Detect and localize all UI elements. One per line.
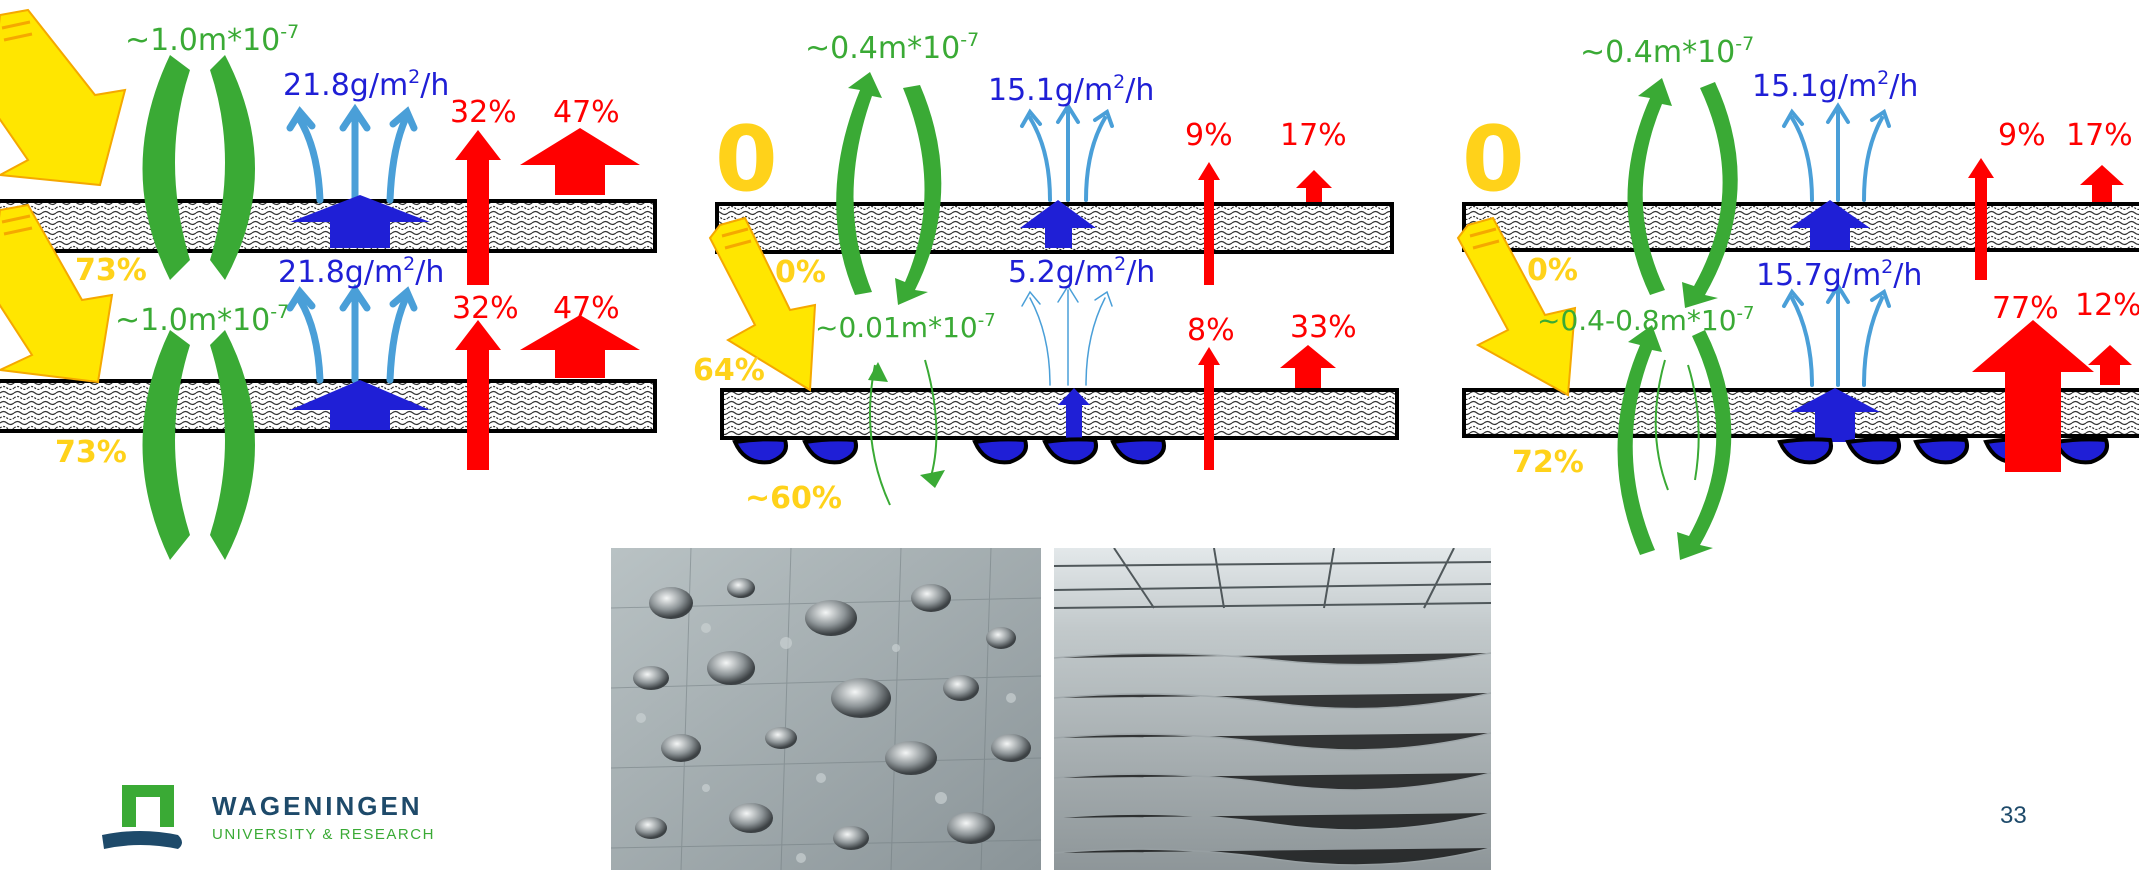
vapour-flow-arrow-bottom [290,380,430,430]
heat-arrow-small-bottom [2088,345,2132,385]
permeability-arrows-bottom [869,359,938,506]
greenhouse-screen-photo [1054,548,1491,870]
heat-arrow-big-bottom [520,315,640,378]
zero-radiation-label: 0 [715,107,778,212]
heat-label-big-bottom: 33% [1290,310,1357,345]
vapour-flow-arrow-top [1790,200,1870,250]
permeability-arrows-top [1627,78,1738,308]
heat-arrow-small-bottom [1198,347,1220,470]
heat-arrow-big-bottom [1280,345,1336,388]
screen-bottom [720,388,1399,440]
page-number: 33 [2000,802,2027,829]
vapour-label-top: 15.1g/m2/h [1752,67,1918,104]
permeability-label-bottom: ~0.01m*10-7 [815,310,996,344]
wageningen-logo: WAGENINGEN UNIVERSITY & RESEARCH [100,783,480,855]
transmission-label-top: 0% [1527,253,1578,288]
heat-arrow-big-top [1296,170,1332,202]
heat-label-small-bottom: 8% [1187,313,1235,348]
vapour-flow-arrow-top [290,195,430,248]
vapour-flow-arrow-bottom [1058,388,1090,438]
permeability-bracket-left-bottom [142,330,190,560]
vapour-flow-arrow-top [1020,200,1096,248]
heat-label-small-bottom: 32% [452,291,519,326]
vapour-arrows-top [286,103,418,204]
vapour-label-bottom: 15.7g/m2/h [1756,256,1922,293]
radiation-arrow [708,216,817,392]
vapour-label-top: 21.8g/m2/h [283,66,449,103]
transmission-label-bottom: 73% [55,435,127,470]
permeability-arrowhead-up [868,362,888,382]
vapour-flow-arrow-bottom [1790,388,1880,442]
droplet-coverage-label: ~60% [745,481,842,516]
panel-3: 0 [1456,33,2139,560]
permeability-label-top: ~0.4m*10-7 [805,29,979,66]
transmission-label-bottom: 64% [693,353,765,388]
heat-label-big-bottom: 77% [1992,291,2059,326]
heat-label-small-bottom: 12% [2075,288,2139,323]
vapour-arrows-top [1020,102,1114,202]
heat-label-big-bottom: 47% [553,291,620,326]
heat-arrow-big-top [2080,165,2124,202]
heat-arrow-big-bottom [1972,320,2094,472]
vapour-label-top: 15.1g/m2/h [988,71,1154,108]
permeability-label-bottom: ~0.4-0.8m*10-7 [1537,303,1754,337]
heat-arrow-big-top [520,128,640,195]
heat-label-small-top: 9% [1185,118,1233,153]
permeability-bracket-left-top [142,55,190,280]
heat-label-small-top: 9% [1998,118,2046,153]
logo-mark-icon [102,785,182,849]
heat-label-small-top: 32% [450,95,517,130]
permeability-label-bottom: ~1.0m*10-7 [115,301,289,338]
permeability-arrowhead-down [920,470,945,488]
vapour-arrows-top [1782,102,1891,202]
radiation-arrow-top [0,8,127,187]
permeability-bracket-right-top [210,55,255,280]
permeability-thin-arrows [1654,359,1700,491]
transmission-label-top: 73% [75,253,147,288]
vapour-label-bottom: 5.2g/m2/h [1008,253,1155,290]
permeability-arrows-top [836,72,942,305]
radiation-arrow-bottom [0,203,114,384]
zero-radiation-label: 0 [1462,107,1525,212]
vapour-arrows-bottom [1782,282,1891,387]
screen-top [1462,202,2139,252]
condensation-droplets-photo [611,548,1041,870]
vapour-arrows-bottom [286,283,418,384]
transmission-label-bottom: 72% [1512,445,1584,480]
condensation-droplets [732,437,1166,465]
permeability-bracket-right-bottom [210,330,255,560]
condensation-droplets [1777,437,2109,465]
vapour-label-bottom: 21.8g/m2/h [278,253,444,290]
heat-label-big-top: 47% [553,95,620,130]
heat-arrow-small-top [455,130,501,285]
panel-1: ~1.0m*10-7 21.8g/m2/h 32% 47% 73% ~1.0m*… [0,8,657,560]
heat-label-big-top: 17% [1280,118,1347,153]
heat-label-big-top: 17% [2066,118,2133,153]
transmission-label-top: 0% [775,255,826,290]
panel-2: 0 [693,29,1399,516]
heat-arrow-small-top [1198,162,1220,285]
heat-arrow-small-top [1968,158,1994,280]
logo-subtitle: UNIVERSITY & RESEARCH [212,826,435,843]
radiation-arrow [1456,216,1577,397]
logo-name: WAGENINGEN [212,791,423,821]
vapour-arrows-bottom [1021,284,1113,386]
permeability-label-top: ~1.0m*10-7 [125,21,299,58]
permeability-label-top: ~0.4m*10-7 [1580,33,1754,70]
permeability-arrows-bottom [1617,325,1732,560]
heat-arrow-small-bottom [455,320,501,470]
